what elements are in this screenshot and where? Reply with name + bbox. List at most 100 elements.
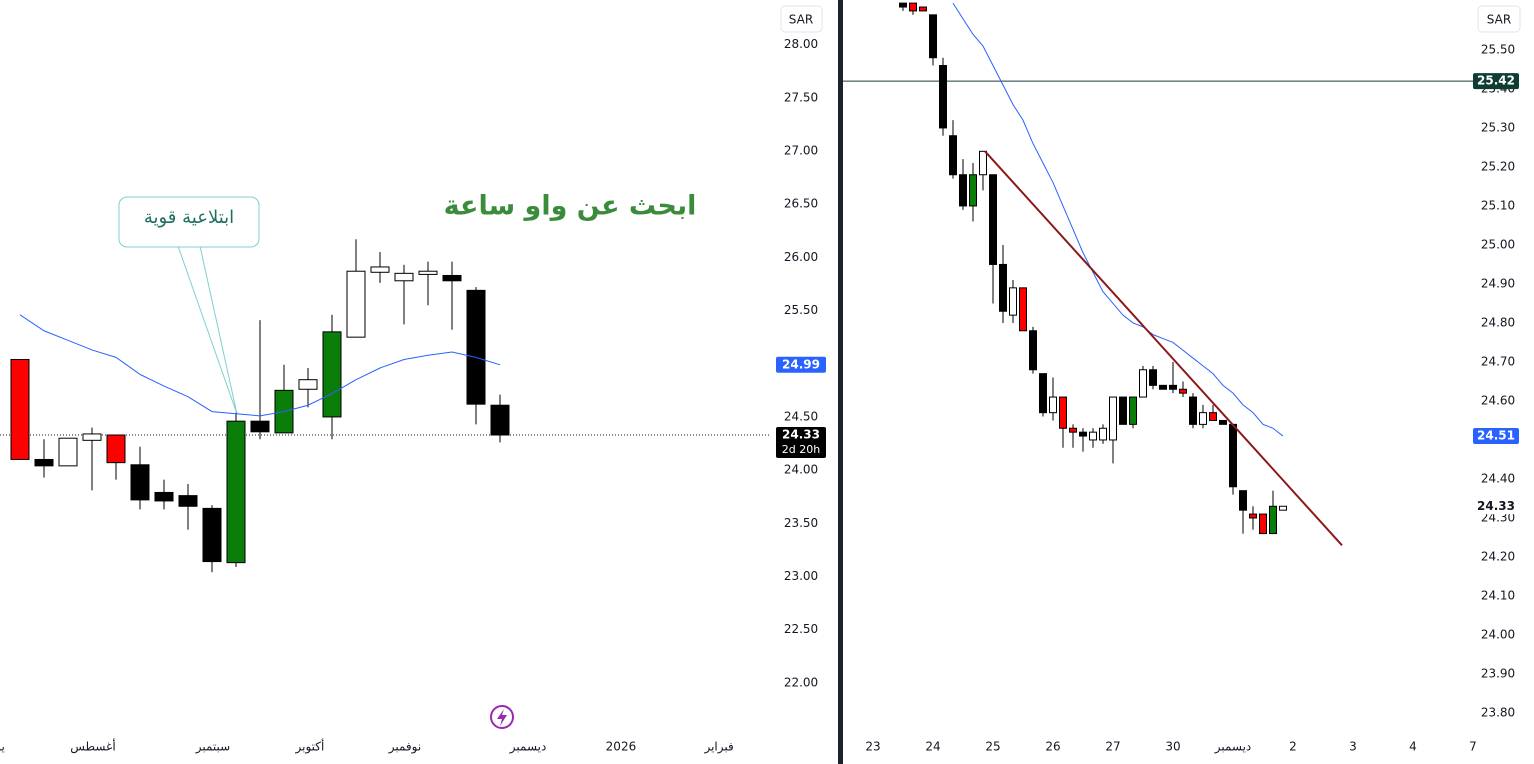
candle-body	[1089, 431, 1097, 441]
y-tick-label: 22.50	[784, 622, 818, 636]
candle-body	[899, 2, 907, 8]
candle-body	[1249, 513, 1257, 519]
y-tick-label: 24.00	[1481, 627, 1515, 641]
y-tick-label: 25.00	[1481, 237, 1515, 251]
price-tag-label: 24.33	[1477, 499, 1515, 513]
candle-body	[442, 274, 462, 282]
candle-body	[1099, 427, 1107, 441]
candle-body	[949, 135, 957, 176]
y-tick-label: 24.70	[1481, 354, 1515, 368]
countdown: 2d 20h	[782, 443, 820, 456]
x-tick-label: ديسمبر	[1214, 740, 1252, 755]
y-tick-label: 23.80	[1481, 705, 1515, 719]
x-tick-label: 24	[925, 740, 940, 754]
x-tick-label: نوفمبر	[388, 740, 421, 755]
x-tick-label: 2026	[606, 740, 637, 754]
candle-body	[466, 289, 486, 405]
annotation: ابحث عن واو ساعة	[444, 191, 697, 222]
candle-body	[1279, 505, 1287, 511]
x-tick-label: 30	[1165, 740, 1180, 754]
candle-body	[1199, 412, 1207, 425]
y-tick-label: 24.00	[784, 463, 818, 477]
price-tag	[1473, 498, 1519, 515]
y-tick-label: 27.00	[784, 144, 818, 158]
candle-body	[1219, 419, 1227, 425]
y-tick-label: 25.20	[1481, 159, 1515, 173]
candle-body	[1039, 373, 1047, 414]
candle-body	[1119, 396, 1127, 425]
candle-body	[1049, 396, 1057, 414]
price-tag-label: 24.33	[782, 428, 820, 442]
y-tick-label: 24.90	[1481, 276, 1515, 290]
candle-body	[1159, 384, 1167, 390]
y-tick-label: 25.50	[1481, 42, 1515, 56]
price-tag-label: 24.51	[1477, 429, 1515, 443]
x-tick-label: 4	[1409, 740, 1417, 754]
candle-body	[1029, 330, 1037, 371]
candle-body	[298, 379, 318, 390]
candle-body	[939, 65, 947, 129]
y-tick-label: 24.80	[1481, 315, 1515, 329]
currency-label: SAR	[1487, 13, 1511, 27]
currency-box	[780, 5, 823, 33]
candle-body	[58, 437, 78, 467]
x-tick-label: 26	[1045, 740, 1060, 754]
candle-body	[1169, 384, 1177, 390]
callout-box	[118, 196, 260, 248]
candle-body	[1269, 505, 1277, 535]
candle-body	[1189, 396, 1197, 425]
candle-body	[1179, 388, 1187, 394]
candle-body	[250, 420, 270, 433]
candle-body	[154, 491, 174, 502]
candle-body	[1259, 513, 1267, 535]
y-tick-label: 24.40	[1481, 471, 1515, 485]
x-tick-label: 7	[1469, 740, 1477, 754]
x-tick-label: فبراير	[703, 740, 733, 755]
y-tick-label: 26.50	[784, 197, 818, 211]
candle-body	[106, 434, 126, 464]
candle-body	[1059, 396, 1067, 429]
candle-body	[989, 174, 997, 265]
candle-body	[959, 174, 967, 207]
candle-body	[1149, 369, 1157, 386]
candle-body	[1069, 427, 1077, 433]
y-tick-label: 25.30	[1481, 120, 1515, 134]
x-tick-label: أكتوبر	[295, 739, 325, 755]
candle-body	[346, 270, 366, 338]
candle-body	[919, 6, 927, 12]
moving-average	[952, 2, 1284, 437]
candle-body	[322, 331, 342, 418]
callout-pointer	[177, 245, 238, 415]
pane-divider	[838, 0, 843, 764]
candle-body	[1129, 396, 1137, 425]
y-tick-label: 23.90	[1481, 666, 1515, 680]
candle-body	[202, 507, 222, 563]
candle-body	[999, 263, 1007, 312]
y-tick-label: 23.00	[784, 569, 818, 583]
price-tag-label: 24.99	[782, 357, 820, 371]
candle-body	[969, 174, 977, 207]
candle-body	[34, 458, 54, 467]
candle-body	[178, 495, 198, 507]
x-tick-label: يو	[0, 740, 5, 755]
candle-body	[490, 404, 510, 436]
trend-line	[984, 150, 1343, 546]
y-tick-label: 28.00	[784, 37, 818, 51]
price-tag-label: 25.42	[1477, 74, 1515, 88]
y-tick-label: 27.50	[784, 90, 818, 104]
lightning-icon[interactable]	[490, 705, 514, 729]
y-tick-label: 25.50	[784, 303, 818, 317]
currency-label: SAR	[789, 13, 813, 27]
x-tick-label: سبتمبر	[195, 740, 230, 755]
candle-body	[418, 270, 438, 275]
candle-body	[1019, 287, 1027, 332]
candle-body	[979, 150, 987, 176]
x-tick-label: 25	[985, 740, 1000, 754]
price-tag	[776, 427, 826, 459]
y-tick-label: 24.50	[784, 409, 818, 423]
candle-body	[1139, 369, 1147, 398]
x-tick-label: 27	[1105, 740, 1120, 754]
y-tick-label: 25.10	[1481, 198, 1515, 212]
